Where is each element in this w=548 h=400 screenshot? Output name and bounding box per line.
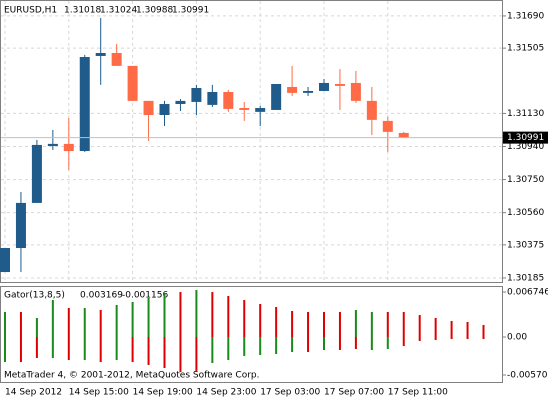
x-tick-label: 14 Sep 2012 <box>5 388 62 398</box>
indicator-value: -0.001156 <box>122 291 168 301</box>
candle-body <box>111 53 122 66</box>
candle-body <box>159 104 170 115</box>
y-tick-label: 1.30560 <box>507 208 544 218</box>
candle-body <box>334 84 345 86</box>
candle-body <box>271 84 282 110</box>
watermark: MetaTrader 4, © 2001-2012, MetaQuotes So… <box>4 371 260 381</box>
candle-body <box>79 57 90 152</box>
indicator-value: 0.003169 <box>80 291 123 301</box>
symbol: EURUSD,H1 <box>4 6 57 16</box>
candle-body <box>191 88 202 102</box>
x-tick-label: 14 Sep 23:00 <box>196 388 256 398</box>
y-tick-label: -0.00570 <box>507 371 548 381</box>
ohlc-high: 1.31024 <box>100 6 137 16</box>
gator-panel <box>0 286 503 383</box>
y-tick-label: 1.30750 <box>507 175 544 185</box>
y-tick-label: 0.006746 <box>507 288 548 298</box>
candle-body <box>223 92 234 109</box>
candle-body <box>239 108 250 110</box>
y-tick-label: 1.31130 <box>507 109 544 119</box>
candle-body <box>175 100 186 105</box>
x-tick-label: 17 Sep 03:00 <box>260 388 320 398</box>
candle-body <box>382 120 393 132</box>
candle-body <box>303 90 314 93</box>
candle-body <box>319 82 329 91</box>
x-tick-label: 17 Sep 07:00 <box>324 388 384 398</box>
candle-body <box>366 100 377 120</box>
indicator-title: Gator(13,8,5) <box>4 291 65 301</box>
y-tick-label: 1.30375 <box>507 240 544 250</box>
ohlc-open: 1.31018 <box>64 6 101 16</box>
x-tick-label: 14 Sep 19:00 <box>133 388 193 398</box>
candle-body <box>95 53 106 56</box>
price-tag-label: 1.30991 <box>507 133 544 143</box>
x-tick-label: 17 Sep 11:00 <box>388 388 448 398</box>
candle-body <box>255 108 266 112</box>
y-tick-label: 1.30185 <box>507 273 544 283</box>
candle-body <box>15 202 26 249</box>
candle-body <box>31 144 42 203</box>
candle-body <box>207 92 218 105</box>
candle-body <box>398 132 409 138</box>
price-panel <box>0 0 503 283</box>
y-tick-label: 1.31690 <box>507 11 544 21</box>
ohlc-low: 1.30988 <box>136 6 173 16</box>
price-tag <box>503 131 548 144</box>
candle-body <box>47 143 58 146</box>
y-tick-label: 1.31505 <box>507 44 544 54</box>
ohlc-close: 1.30991 <box>172 6 209 16</box>
candle-body <box>127 65 138 101</box>
x-tick-label: 14 Sep 15:00 <box>69 388 129 398</box>
candle-body <box>143 100 154 115</box>
y-tick-label: 1.30940 <box>507 142 544 152</box>
y-tick-label: 0.00 <box>507 333 527 343</box>
candle-body <box>0 248 10 273</box>
candle-body <box>287 86 298 93</box>
candle-body <box>63 143 74 152</box>
candle-body <box>350 82 361 101</box>
